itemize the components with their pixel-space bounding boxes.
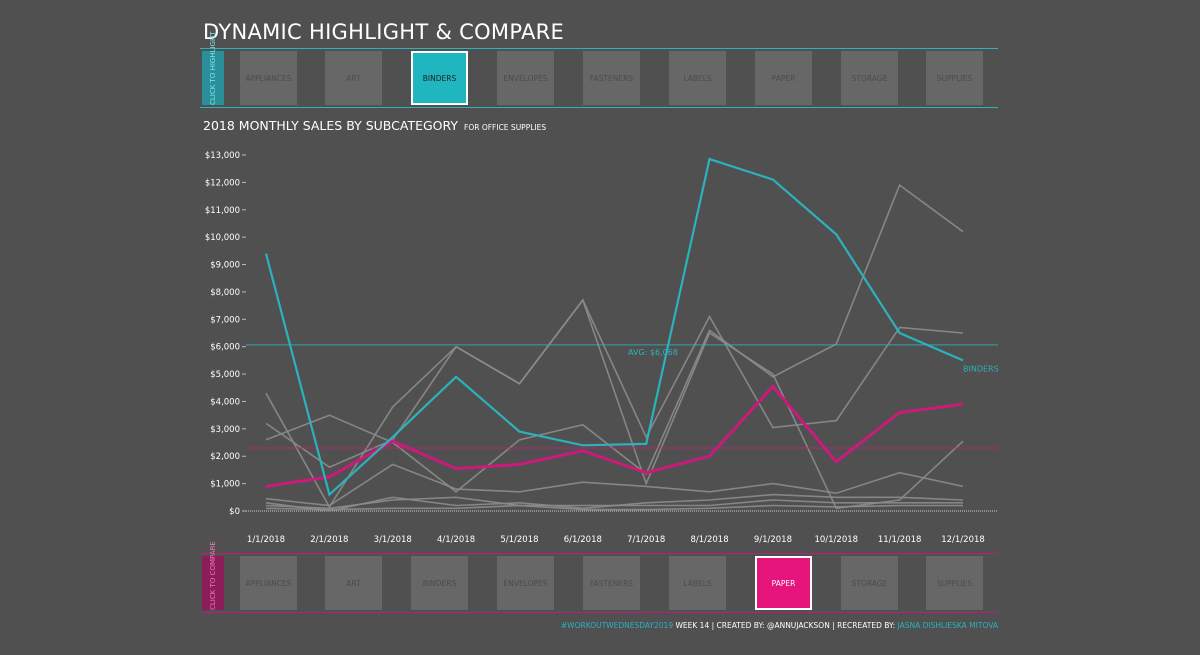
compare-button-envelopes[interactable]: ENVELOPES [497,556,554,610]
x-tick-label: 3/1/2018 [374,535,412,545]
line-chart: $0 $1,000 $2,000 $3,000 $4,000 $5,000 $6,000 $7… [205,151,999,545]
chart-subtitle-small: FOR OFFICE SUPPLIES [464,123,547,132]
y-tick-label: $1,000 [210,480,240,490]
highlight-series-label: BINDERS [963,364,999,373]
highlight-button-envelopes[interactable]: ENVELOPES [497,51,554,105]
highlight-button-appliances[interactable]: APPLIANCES [240,51,297,105]
other-series-line [265,504,963,511]
y-tick-label: $7,000 [210,315,240,325]
other-series-line [265,496,963,510]
x-tick-label: 1/1/2018 [247,535,285,545]
compare-button-labels[interactable]: LABELS [669,556,726,610]
compare-button-fasteners[interactable]: FASTENERS [583,556,640,610]
y-tick-label: $11,000 [205,206,240,216]
highlight-button-binders[interactable]: BINDERS [411,51,468,105]
x-tick-label: 12/1/2018 [941,535,985,545]
x-tick-label: 2/1/2018 [310,535,348,545]
highlight-band: CLICK TO HIGHLIGHT APPLIANCES ART BINDERS E… [200,31,998,108]
compare-band-label: CLICK TO COMPARE [202,541,224,610]
footer-middle: WEEK 14 | CREATED BY: @ANNUJACKSON | REC… [673,621,898,630]
x-tick-label: 10/1/2018 [814,535,858,545]
highlight-band-label: CLICK TO HIGHLIGHT [202,31,224,105]
other-series-line [265,298,964,509]
compare-button-appliances[interactable]: APPLIANCES [240,556,297,610]
y-tick-label: $13,000 [205,151,240,161]
y-tick-label: $10,000 [205,233,240,243]
footer-hashtag[interactable]: #WORKOUTWEDNESDAY2019 [560,621,674,630]
y-tick-label: $3,000 [210,425,240,435]
footer-credits: #WORKOUTWEDNESDAY2019 WEEK 14 | CREATED … [561,621,998,630]
y-tick-label: $2,000 [210,452,240,462]
compare-button-art[interactable]: ART [325,556,382,610]
x-tick-label: 7/1/2018 [627,535,665,545]
compare-band: CLICK TO COMPARE APPLIANCES ART BINDERS ENV… [200,541,998,613]
highlight-button-paper[interactable]: PAPER [755,51,812,105]
other-series-line [265,463,964,507]
y-tick-label: $9,000 [210,261,240,271]
highlight-series-line [264,157,964,497]
compare-series-line [265,384,964,488]
highlight-button-storage[interactable]: STORAGE [841,51,898,105]
y-tick-label: $6,000 [210,343,240,353]
x-tick-label: 8/1/2018 [690,535,728,545]
y-tick-label: $12,000 [205,178,240,188]
footer-recreator[interactable]: JASNA DISHLIESKA MITOVA [897,621,999,630]
compare-button-binders[interactable]: BINDERS [411,556,468,610]
chart-subtitle: 2018 MONTHLY SALES BY SUBCATEGORY FOR OF… [203,118,547,133]
x-tick-label: 4/1/2018 [437,535,475,545]
y-tick-label: $5,000 [210,370,240,380]
compare-button-supplies[interactable]: SUPPLIES [926,556,983,610]
x-tick-label: 6/1/2018 [564,535,602,545]
compare-button-paper[interactable]: PAPER [755,556,812,610]
x-tick-label: 9/1/2018 [754,535,792,545]
other-series-line [265,183,964,493]
y-tick-label: $0 [229,507,240,517]
y-tick-label: $8,000 [210,288,240,298]
other-series-line [265,298,964,510]
highlight-button-supplies[interactable]: SUPPLIES [926,51,983,105]
highlight-button-art[interactable]: ART [325,51,382,105]
page-title: DYNAMIC HIGHLIGHT & COMPARE [203,20,565,44]
x-tick-label: 5/1/2018 [500,535,538,545]
highlight-average-label: AVG: $6,068 [628,348,678,357]
highlight-button-fasteners[interactable]: FASTENERS [583,51,640,105]
y-tick-label: $4,000 [210,397,240,407]
highlight-button-labels[interactable]: LABELS [669,51,726,105]
x-tick-label: 11/1/2018 [878,535,922,545]
compare-button-storage[interactable]: STORAGE [841,556,898,610]
